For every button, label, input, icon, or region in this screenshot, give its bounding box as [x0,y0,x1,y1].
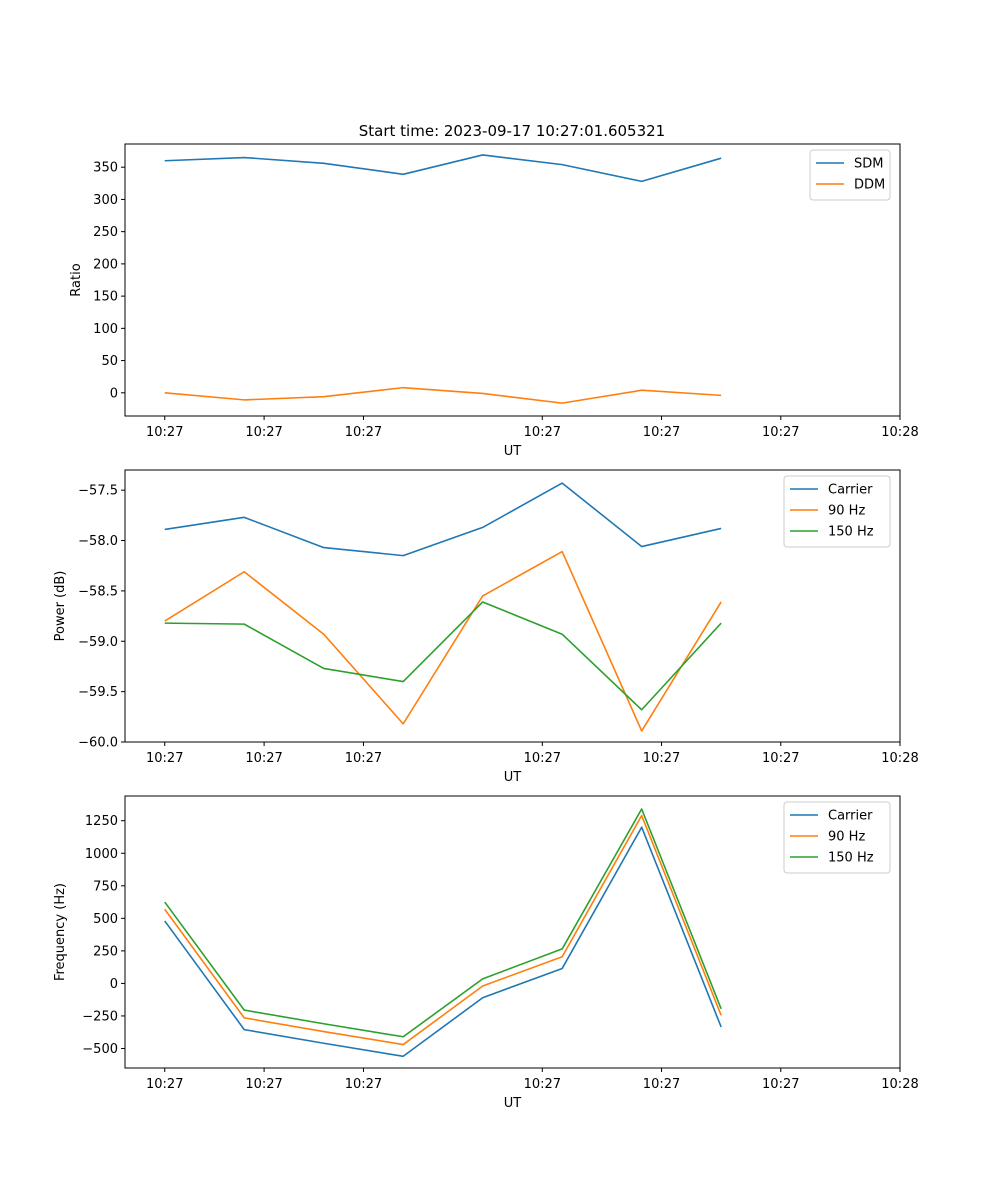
y-tick-label: −57.5 [78,484,118,499]
y-tick-label: −58.5 [78,584,118,599]
x-tick-label: 10:27 [146,425,183,440]
power-chart: −60.0 −59.5 −59.0 −58.5 −58.0 −57.5 10:27 10:27… [53,469,919,785]
y-tick-label: 500 [93,912,118,927]
series-line-90-hz [164,814,722,1046]
x-tick-label: 10:27 [524,1077,561,1092]
series-line-150-hz [164,601,722,711]
y-tick-label: 100 [93,322,118,337]
x-tick-label: 10:27 [762,425,799,440]
y-tick-label: −500 [82,1042,118,1057]
y-tick-label: 250 [93,944,118,959]
x-axis-label: UT [504,444,522,459]
x-tick-label: 10:27 [643,751,680,766]
y-tick-label: −59.0 [78,635,118,650]
y-tick-label: 0 [110,977,118,992]
y-tick-label: −59.5 [78,685,118,700]
legend-label: Carrier [828,809,873,824]
y-tick-label: −60.0 [78,736,118,751]
y-tick-label: 350 [93,161,118,176]
x-tick-label: 10:28 [881,1077,918,1092]
x-tick-label: 10:27 [245,751,282,766]
figure-title: Start time: 2023-09-17 10:27:01.605321 [359,122,665,140]
series-line-carrier [164,826,722,1058]
x-tick-label: 10:27 [345,425,382,440]
series-line-carrier [164,482,722,557]
y-tick-label: 150 [93,290,118,305]
y-tick-label: 1250 [85,814,118,829]
x-tick-label: 10:27 [345,751,382,766]
x-axis-label: UT [504,770,522,785]
y-tick-label: 0 [110,386,118,401]
y-tick-label: −58.0 [78,534,118,549]
axes-frame [124,469,901,743]
x-tick-label: 10:27 [146,751,183,766]
legend-label: Carrier [828,483,873,498]
x-tick-label: 10:27 [245,425,282,440]
axes-frame [124,795,901,1069]
y-tick-label: −250 [82,1009,118,1024]
series-line-90-hz [164,550,722,732]
legend-label: 90 Hz [828,504,865,519]
x-tick-label: 10:27 [762,1077,799,1092]
x-tick-label: 10:27 [762,751,799,766]
y-tick-label: 50 [101,354,118,369]
legend-label: DDM [854,178,885,193]
x-tick-label: 10:27 [524,751,561,766]
series-line-ddm [164,386,722,404]
legend-box [783,475,891,548]
legend-label: 150 Hz [828,525,874,540]
y-tick-label: 250 [93,225,118,240]
y-tick-label: 750 [93,879,118,894]
x-tick-label: 10:27 [146,1077,183,1092]
legend-label: 90 Hz [828,830,865,845]
y-axis-label: Frequency (Hz) [53,883,68,981]
x-tick-label: 10:28 [881,751,918,766]
ratio-chart: 0 50 100 150 200 250 300 350 10:27 10:27 10:27 10:2… [69,143,919,459]
x-tick-label: 10:28 [881,425,918,440]
y-axis-label: Power (dB) [53,571,68,642]
x-tick-label: 10:27 [643,425,680,440]
y-tick-label: 300 [93,193,118,208]
legend-label: 150 Hz [828,851,874,866]
x-tick-label: 10:27 [345,1077,382,1092]
y-tick-label: 200 [93,257,118,272]
x-axis-label: UT [504,1096,522,1111]
legend-box [783,801,891,874]
x-tick-label: 10:27 [524,425,561,440]
y-tick-label: 1000 [85,847,118,862]
frequency-chart: −500 −250 0 250 500 750 1000 1250 10:27 10:27 10:2… [53,795,919,1111]
legend-label: SDM [854,157,883,172]
series-line-sdm [164,154,722,183]
series-line-150-hz [164,808,722,1038]
y-axis-label: Ratio [69,263,84,296]
x-tick-label: 10:27 [643,1077,680,1092]
x-tick-label: 10:27 [245,1077,282,1092]
axes-frame [124,143,901,417]
